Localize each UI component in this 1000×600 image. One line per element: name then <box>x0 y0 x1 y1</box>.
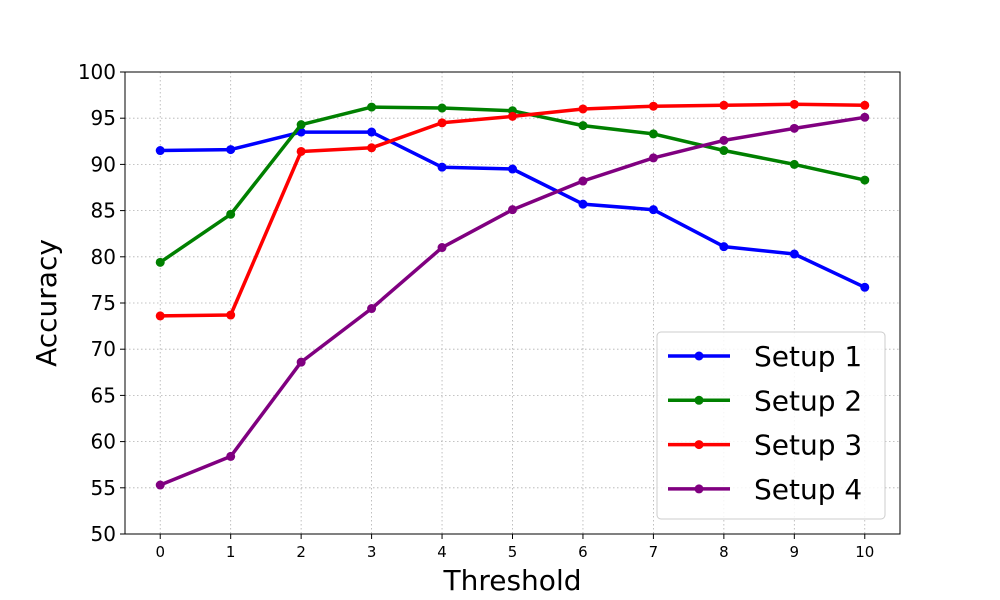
x-tick-label: 7 <box>649 543 659 561</box>
legend-marker-swatch <box>694 484 704 494</box>
data-point-setup-4 <box>367 304 377 314</box>
series-setup-3 <box>155 99 870 321</box>
legend-box <box>656 331 886 520</box>
data-point-setup-3 <box>296 146 306 156</box>
data-point-setup-2 <box>648 129 658 139</box>
data-point-setup-4 <box>789 123 799 133</box>
y-tick-label: 80 <box>91 245 116 269</box>
x-tick-label: 9 <box>790 543 800 561</box>
data-point-setup-3 <box>719 100 729 110</box>
data-point-setup-2 <box>155 257 165 267</box>
data-point-setup-4 <box>226 451 236 461</box>
legend-label: Setup 4 <box>754 473 862 506</box>
data-point-setup-3 <box>367 143 377 153</box>
y-axis-ticks: 50 55 60 65 70 75 80 85 90 95 100 <box>78 60 125 546</box>
x-axis-title: Threshold <box>443 564 582 597</box>
y-tick-label: 100 <box>78 60 116 84</box>
y-tick-label: 55 <box>91 476 116 500</box>
y-tick-label: 70 <box>91 337 116 361</box>
data-point-setup-2 <box>437 103 447 113</box>
data-point-setup-4 <box>437 243 447 253</box>
data-point-setup-1 <box>578 199 588 209</box>
data-point-setup-2 <box>296 120 306 130</box>
x-tick-label: 3 <box>367 543 377 561</box>
series-lines <box>155 99 870 490</box>
y-tick-label: 90 <box>91 152 116 176</box>
legend-label: Setup 2 <box>754 384 862 417</box>
data-point-setup-2 <box>789 159 799 169</box>
data-point-setup-2 <box>860 175 870 185</box>
data-point-setup-1 <box>226 145 236 155</box>
legend-marker-swatch <box>694 440 704 450</box>
x-tick-label: 4 <box>437 543 447 561</box>
data-point-setup-4 <box>296 357 306 367</box>
legend: Setup 1 Setup 2 Setup 3 Setup 4 <box>656 331 886 520</box>
data-point-setup-3 <box>648 101 658 111</box>
legend-marker-swatch <box>694 395 704 405</box>
data-point-setup-2 <box>719 146 729 156</box>
data-point-setup-4 <box>648 153 658 163</box>
data-point-setup-4 <box>860 112 870 122</box>
data-point-setup-3 <box>789 99 799 109</box>
data-point-setup-3 <box>508 111 517 121</box>
data-point-setup-4 <box>508 205 517 215</box>
data-point-setup-1 <box>789 249 799 259</box>
y-tick-label: 95 <box>91 106 116 130</box>
x-tick-label: 6 <box>578 543 588 561</box>
data-point-setup-4 <box>578 176 588 186</box>
x-tick-label: 10 <box>855 543 874 561</box>
legend-item-setup-2: Setup 2 <box>668 384 862 417</box>
x-tick-label: 8 <box>719 543 729 561</box>
data-point-setup-2 <box>226 209 236 219</box>
x-tick-label: 0 <box>155 543 165 561</box>
data-point-setup-3 <box>437 118 447 128</box>
data-point-setup-4 <box>155 480 165 490</box>
legend-label: Setup 1 <box>754 340 862 373</box>
x-tick-label: 1 <box>226 543 236 561</box>
data-point-setup-1 <box>437 162 447 172</box>
data-point-setup-1 <box>508 164 517 174</box>
x-axis-ticks: 0 1 2 3 4 5 6 7 8 9 10 <box>155 534 874 561</box>
data-point-setup-1 <box>860 282 870 292</box>
y-tick-label: 75 <box>91 291 116 315</box>
series-setup-4 <box>155 112 870 490</box>
y-tick-label: 65 <box>91 383 116 407</box>
data-point-setup-3 <box>860 100 870 110</box>
data-point-setup-1 <box>719 242 729 252</box>
legend-item-setup-3: Setup 3 <box>668 429 862 462</box>
legend-item-setup-4: Setup 4 <box>668 473 862 506</box>
legend-item-setup-1: Setup 1 <box>668 340 862 373</box>
legend-label: Setup 3 <box>754 429 862 462</box>
y-tick-label: 60 <box>91 430 116 454</box>
data-point-setup-2 <box>578 121 588 131</box>
data-point-setup-1 <box>648 205 658 215</box>
y-tick-label: 50 <box>91 522 116 546</box>
x-tick-label: 2 <box>296 543 306 561</box>
data-point-setup-4 <box>719 135 729 145</box>
legend-marker-swatch <box>694 351 704 361</box>
y-axis-title: Accuracy <box>30 239 63 367</box>
data-point-setup-2 <box>367 102 377 112</box>
data-point-setup-3 <box>226 310 236 320</box>
data-point-setup-3 <box>578 104 588 114</box>
data-point-setup-3 <box>155 311 165 321</box>
y-tick-label: 85 <box>91 199 116 223</box>
x-tick-label: 5 <box>508 543 518 561</box>
data-point-setup-1 <box>367 127 377 137</box>
data-point-setup-1 <box>155 146 165 156</box>
series-setup-1 <box>155 127 870 292</box>
